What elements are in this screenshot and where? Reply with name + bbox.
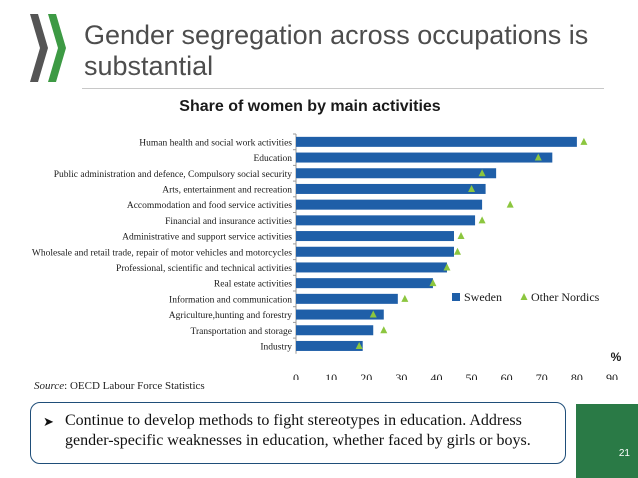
category-label: Arts, entertainment and recreation (162, 185, 292, 195)
sweden-bar (296, 136, 577, 147)
callout-text: Continue to develop methods to fight ste… (65, 412, 531, 449)
category-label: Wholesale and retail trade, repair of mo… (32, 247, 292, 258)
sweden-bar (296, 340, 363, 351)
source-note: Source: OECD Labour Force Statistics (34, 380, 205, 392)
sweden-bar (296, 215, 476, 226)
other-nordics-marker (429, 279, 437, 287)
source-label: Source (34, 380, 65, 392)
callout-box: ➤ Continue to develop methods to fight s… (30, 402, 566, 464)
category-label: Education (253, 154, 292, 164)
sweden-bar (296, 293, 398, 304)
logo-chevron-right (48, 14, 66, 82)
x-tick-label: 20 (360, 371, 372, 380)
other-nordics-marker (401, 294, 409, 302)
legend-sweden-label: Sweden (464, 290, 502, 304)
logo-chevron-left (30, 14, 48, 82)
bar-chart: Human health and social work activities E… (32, 133, 622, 380)
legend-other-nordics-label: Other Nordics (531, 290, 600, 304)
other-nordics-marker (454, 247, 462, 255)
x-tick-label: 0 (293, 371, 299, 380)
category-label: Administrative and support service activ… (122, 233, 292, 243)
category-label: Agriculture,hunting and forestry (169, 310, 292, 321)
sweden-bar (296, 262, 447, 273)
unit-label: % (611, 350, 622, 364)
other-nordics-marker (580, 137, 588, 145)
oecd-logo (30, 14, 66, 82)
other-nordics-marker (457, 232, 465, 240)
x-tick-label: 70 (536, 371, 548, 380)
other-nordics-marker (355, 341, 363, 349)
page-number: 21 (618, 448, 630, 459)
x-tick-label: 90 (606, 371, 618, 380)
sweden-bar (296, 278, 433, 289)
x-tick-label: 60 (501, 371, 513, 380)
x-tick-label: 10 (325, 371, 337, 380)
other-nordics-marker (534, 153, 542, 161)
chart-title: Share of women by main activities (179, 98, 441, 115)
sweden-bar (296, 309, 384, 320)
bullet-arrow-icon: ➤ (43, 414, 54, 429)
sweden-bar (296, 325, 374, 336)
title-divider (82, 88, 604, 89)
other-nordics-marker (478, 216, 486, 224)
category-label: Professional, scientific and technical a… (116, 263, 292, 274)
slide-title: Gender segregation across occupations is… (84, 20, 589, 81)
legend-sweden-swatch (452, 293, 460, 301)
other-nordics-marker (506, 200, 514, 208)
other-nordics-marker (369, 310, 377, 318)
category-label: Industry (260, 342, 292, 352)
sweden-bar (296, 152, 553, 163)
sweden-bar (296, 183, 486, 194)
source-text: : OECD Labour Force Statistics (64, 380, 205, 392)
category-label: Transportation and storage (191, 327, 293, 337)
category-label: Human health and social work activities (139, 138, 292, 148)
other-nordics-marker (478, 169, 486, 177)
sweden-bar (296, 246, 454, 257)
category-label: Financial and insurance activities (165, 217, 292, 227)
x-tick-label: 30 (395, 371, 407, 380)
sweden-bar (296, 231, 454, 242)
x-tick-label: 80 (571, 371, 583, 380)
category-label: Accommodation and food service activitie… (127, 200, 292, 211)
category-label: Public administration and defence, Compu… (54, 169, 292, 180)
other-nordics-marker (468, 184, 476, 192)
x-tick-label: 40 (430, 371, 442, 380)
category-label: Information and communication (169, 294, 292, 305)
legend-other-nordics-swatch (520, 293, 528, 300)
other-nordics-marker (380, 326, 388, 334)
sweden-bar (296, 199, 483, 210)
sweden-bar (296, 168, 497, 179)
other-nordics-marker (443, 263, 451, 271)
x-tick-label: 50 (466, 371, 478, 380)
category-label: Real estate activities (214, 280, 292, 290)
footer-accent (576, 404, 638, 478)
